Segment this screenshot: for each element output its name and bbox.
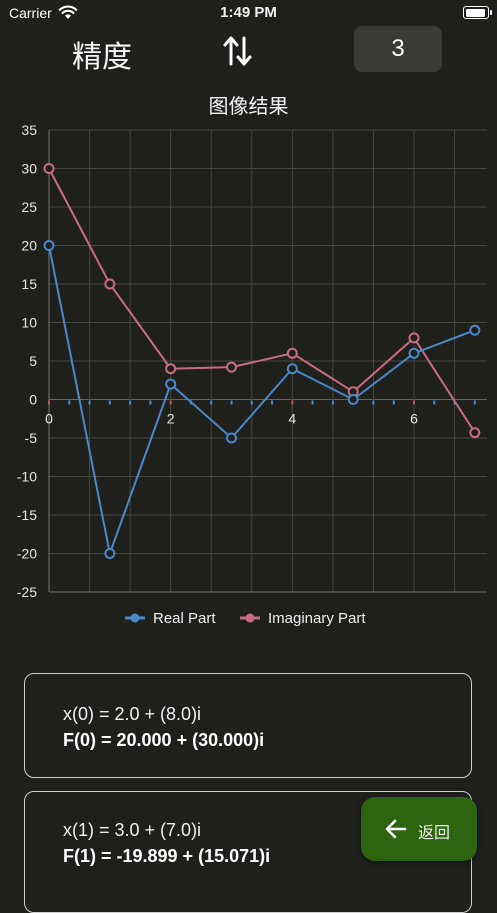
data-point xyxy=(408,332,420,344)
result-chart: 35 30 25 20 15 10 5 0 -5 -10 -15 -20 -25 0 2 4 6 Real Pa… xyxy=(17,122,487,627)
y-tick-label: -10 xyxy=(17,469,37,485)
y-tick-label: 25 xyxy=(21,199,37,215)
transform-value: F(0) = 20.000 + (30.000)i xyxy=(63,730,265,750)
y-tick-label: -25 xyxy=(17,584,37,600)
data-point xyxy=(347,394,359,405)
y-tick-label: 0 xyxy=(29,392,37,408)
chart-title: 图像结果 xyxy=(208,94,289,118)
data-point xyxy=(165,363,177,375)
transform-value: F(1) = -19.899 + (15.071)i xyxy=(63,846,271,866)
y-tick-label: -5 xyxy=(25,430,38,446)
data-point xyxy=(226,361,237,373)
data-point xyxy=(469,324,481,336)
y-tick-label: 35 xyxy=(21,122,37,138)
series-line xyxy=(48,245,476,558)
clock: 1:49 PM xyxy=(220,4,277,21)
data-point xyxy=(43,163,55,174)
x-tick-label: 6 xyxy=(410,411,418,427)
battery-icon xyxy=(463,6,492,19)
input-value: x(1) = 3.0 + (7.0)i xyxy=(63,820,202,840)
legend-marker xyxy=(130,613,140,623)
y-tick-label: 30 xyxy=(21,161,37,177)
y-tick-label: 10 xyxy=(21,315,37,331)
legend-label: Imaginary Part xyxy=(268,610,366,627)
data-point xyxy=(286,347,298,359)
x-tick-label: 0 xyxy=(45,411,53,427)
back-button[interactable]: 返回 xyxy=(361,797,477,861)
data-point xyxy=(43,240,55,251)
y-tick-label: 20 xyxy=(21,238,37,254)
data-point xyxy=(469,427,481,439)
arrow-left-icon xyxy=(385,819,407,839)
carrier-label: Carrier xyxy=(9,5,52,21)
data-point xyxy=(104,548,116,559)
data-point xyxy=(165,378,177,390)
x-tick-label: 2 xyxy=(167,411,175,427)
y-tick-label: -20 xyxy=(17,546,37,562)
legend-label: Real Part xyxy=(153,610,216,627)
y-tick-label: 5 xyxy=(29,353,37,369)
series-line xyxy=(48,168,476,434)
input-value: x(0) = 2.0 + (8.0)i xyxy=(63,704,202,724)
wifi-icon xyxy=(58,5,78,19)
precision-label: 精度 xyxy=(72,40,132,75)
swap-order-icon[interactable] xyxy=(222,34,254,68)
legend-marker xyxy=(245,613,255,623)
battery-level xyxy=(465,8,486,17)
y-tick-label: 15 xyxy=(21,276,37,292)
x-tick-label: 4 xyxy=(288,411,296,427)
status-bar: Carrier 1:49 PM xyxy=(0,0,497,26)
data-point xyxy=(226,432,237,444)
data-point xyxy=(286,363,298,375)
precision-input[interactable]: 3 xyxy=(354,26,442,72)
data-point xyxy=(104,278,116,290)
data-point xyxy=(408,347,420,359)
y-tick-label: -15 xyxy=(17,507,37,523)
back-label: 返回 xyxy=(418,823,451,842)
result-card: x(0) = 2.0 + (8.0)i F(0) = 20.000 + (30.… xyxy=(24,673,472,778)
